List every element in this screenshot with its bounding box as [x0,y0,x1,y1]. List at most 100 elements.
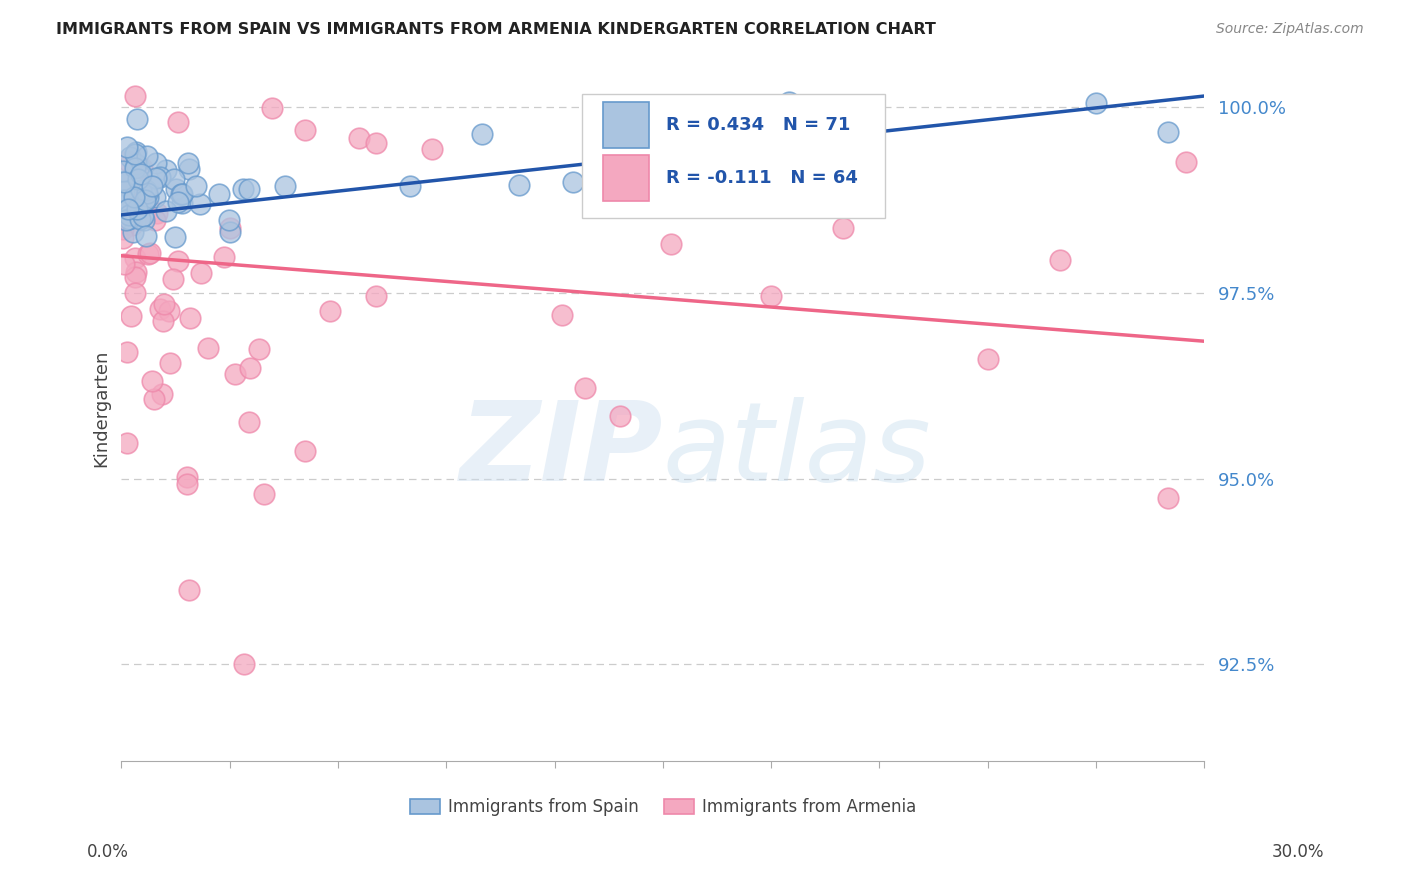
Text: atlas: atlas [662,397,932,504]
Point [127,202,149,216]
Point [832,130,855,145]
Point [274,179,297,194]
Point [124,264,146,278]
Point [143,213,166,227]
Point [724,119,747,133]
Point [129,168,152,182]
Point [366,289,388,303]
Point [176,476,198,491]
Text: IMMIGRANTS FROM SPAIN VS IMMIGRANTS FROM ARMENIA KINDERGARTEN CORRELATION CHART: IMMIGRANTS FROM SPAIN VS IMMIGRANTS FROM… [56,22,936,37]
Text: Source: ZipAtlas.com: Source: ZipAtlas.com [1216,22,1364,37]
Point [155,162,177,177]
FancyBboxPatch shape [603,102,648,148]
Point [177,162,200,177]
Point [162,272,184,286]
Point [1049,252,1071,267]
Point [1157,491,1180,505]
Point [112,257,135,271]
Point [420,142,443,156]
Point [186,179,208,194]
Point [150,387,173,401]
Point [134,194,156,209]
Point [179,583,201,598]
Point [219,221,242,235]
Point [233,657,256,672]
Point [167,195,190,210]
Point [152,313,174,327]
Point [1085,96,1108,111]
Point [128,160,150,174]
Point [112,231,135,245]
Point [165,182,187,196]
Point [159,356,181,370]
Point [219,225,242,239]
Point [179,311,201,326]
Point [118,208,141,222]
Point [131,199,153,213]
Point [112,173,135,187]
Point [118,150,141,164]
Point [145,170,167,185]
Point [977,352,1000,367]
Point [124,285,146,300]
Point [832,221,855,235]
Point [149,170,172,185]
Point [153,297,176,311]
Point [136,186,159,201]
Point [141,374,163,388]
Point [232,181,254,195]
Point [349,131,371,145]
Point [136,189,159,203]
Point [197,341,219,355]
Point [132,193,155,207]
Point [117,212,139,227]
Point [125,112,148,127]
Point [112,164,135,178]
Point [218,212,240,227]
Point [471,127,494,141]
Point [778,95,800,110]
Point [508,178,530,193]
Point [115,213,138,227]
Point [131,210,153,224]
Point [112,193,135,207]
Point [172,195,194,210]
Point [260,101,283,115]
Point [122,190,145,204]
Point [125,145,148,159]
Point [117,139,139,153]
Point [124,252,146,266]
Point [616,198,638,212]
Text: R = 0.434   N = 71: R = 0.434 N = 71 [666,116,851,134]
Point [155,203,177,218]
Point [149,301,172,316]
Point [238,415,260,429]
Point [135,183,157,197]
Point [208,186,231,201]
Point [124,161,146,175]
Point [247,342,270,356]
Point [224,367,246,381]
Point [117,202,139,217]
Point [131,161,153,175]
Point [212,250,235,264]
Point [366,136,388,150]
Point [121,218,143,232]
Point [166,254,188,268]
Point [669,144,692,158]
Text: ZIP: ZIP [460,397,662,504]
Point [112,222,135,236]
Y-axis label: Kindergarten: Kindergarten [93,350,110,467]
Point [135,149,157,163]
Point [139,245,162,260]
Point [112,177,135,191]
Point [1157,125,1180,139]
Point [609,409,631,423]
Point [122,225,145,239]
Point [170,187,193,202]
Point [157,303,180,318]
Point [238,361,260,376]
Point [1175,155,1198,169]
Point [117,154,139,169]
Text: R = -0.111   N = 64: R = -0.111 N = 64 [666,169,858,187]
